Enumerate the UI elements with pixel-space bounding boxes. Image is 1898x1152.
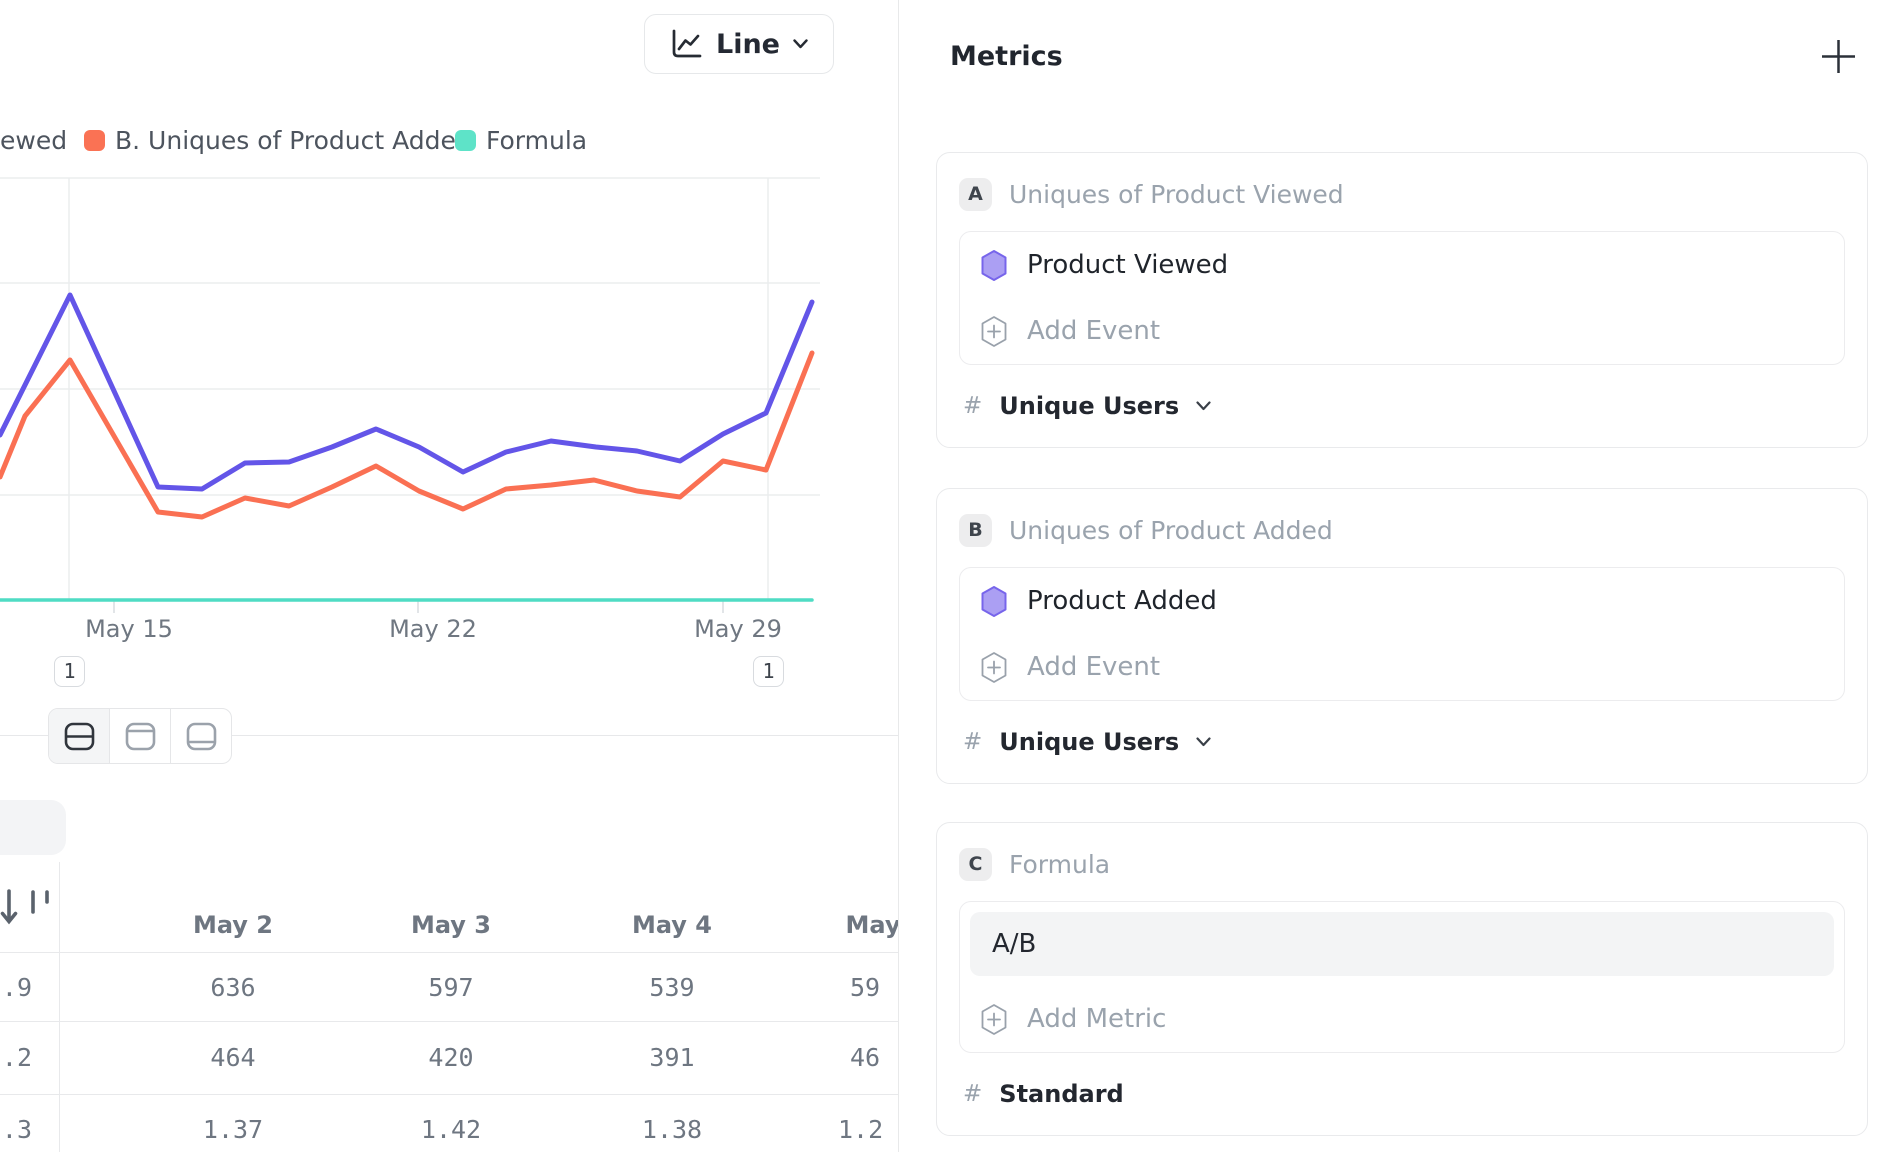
add-event-hexagon-plus-icon <box>981 651 1007 683</box>
plus-icon <box>1821 39 1855 73</box>
table-cell: 1.42 <box>420 1115 482 1144</box>
metric-title: Uniques of Product Viewed <box>1009 179 1344 209</box>
metric-card-header: C Formula <box>959 847 1845 881</box>
table-cell: 464 <box>210 1043 256 1072</box>
table-cell: 1.37 <box>202 1115 264 1144</box>
event-list: Product Viewed Add Event <box>959 231 1845 365</box>
table-cell: 1.2 <box>838 1115 884 1144</box>
table-border <box>0 1021 898 1022</box>
add-event-label: Add Event <box>1027 316 1161 346</box>
table-cell: 46 <box>850 1043 881 1072</box>
add-event-label: Add Event <box>1027 652 1161 682</box>
layout-toggle-bottom-panel-view[interactable] <box>170 709 231 763</box>
sort-descending-icon[interactable] <box>0 886 60 932</box>
chevron-down-icon <box>1196 737 1211 747</box>
table-border <box>0 952 898 953</box>
chevron-down-icon <box>1196 401 1211 411</box>
layout-toggle-group <box>48 708 232 764</box>
metric-card-a: A Uniques of Product Viewed Product View… <box>936 152 1868 448</box>
event-name: Product Viewed <box>1027 250 1229 280</box>
x-axis-tick-label: May 29 <box>694 615 782 643</box>
bottom-panel-view-icon <box>186 722 216 750</box>
measure-label: Unique Users <box>999 392 1180 420</box>
table-row-label: .3 <box>1 1115 32 1144</box>
top-panel-view-icon <box>125 722 155 750</box>
line-chart-icon <box>672 29 702 58</box>
legend-item-formula[interactable]: Formula <box>486 126 588 155</box>
legend-swatch-formula <box>455 130 476 151</box>
annotation-badge[interactable]: 1 <box>54 656 85 687</box>
add-metric-row[interactable]: Add Metric <box>960 986 1844 1052</box>
section-divider-left <box>0 735 48 736</box>
metric-title: Formula <box>1009 849 1111 879</box>
add-event-row[interactable]: Add Event <box>960 298 1844 364</box>
table-row-label: .9 <box>1 973 32 1002</box>
table-cell: 597 <box>428 973 474 1002</box>
chart-type-label: Line <box>716 28 780 60</box>
metrics-panel: Metrics A Uniques of Product Viewed Pro <box>898 0 1898 1152</box>
table-column-header[interactable]: May <box>845 911 899 939</box>
table-cell: 59 <box>850 973 881 1002</box>
event-row-product-added[interactable]: Product Added <box>960 568 1844 634</box>
table-cell: 636 <box>210 973 256 1002</box>
event-list: Product Added Add Event <box>959 567 1845 701</box>
table-cell: 391 <box>649 1043 695 1072</box>
measure-standard[interactable]: # Standard <box>959 1077 1845 1111</box>
line-chart[interactable] <box>0 160 898 720</box>
formula-box: A/B Add Metric <box>959 901 1845 1053</box>
layout-toggle-top-panel-view[interactable] <box>109 709 170 763</box>
add-metric-label: Add Metric <box>1027 1004 1167 1034</box>
metric-card-c: C Formula A/B Add Metric # Standard <box>936 822 1868 1136</box>
metric-badge: B <box>959 513 992 547</box>
chart-section: Line ewed B. Uniques of Product Added Fo… <box>0 0 898 1152</box>
metric-card-b: B Uniques of Product Added Product Added <box>936 488 1868 784</box>
table-column-header[interactable]: May 3 <box>410 911 492 939</box>
measure-dropdown[interactable]: # Unique Users <box>959 389 1845 423</box>
legend-item-b[interactable]: B. Uniques of Product Added <box>115 126 472 155</box>
x-axis-tick-label: May 15 <box>85 615 173 643</box>
table-cell: 1.38 <box>641 1115 703 1144</box>
metric-card-header: B Uniques of Product Added <box>959 513 1845 547</box>
add-metric-hexagon-plus-icon <box>981 1003 1007 1035</box>
legend-item-a-cut[interactable]: ewed <box>0 126 68 155</box>
measure-dropdown[interactable]: # Unique Users <box>959 725 1845 759</box>
event-name: Product Added <box>1027 586 1217 616</box>
formula-input[interactable]: A/B <box>970 912 1834 976</box>
add-event-hexagon-plus-icon <box>981 315 1007 347</box>
table-cell: 539 <box>649 973 695 1002</box>
metric-badge: A <box>959 177 992 211</box>
metric-title: Uniques of Product Added <box>1009 515 1333 545</box>
metrics-panel-header: Metrics <box>936 34 1868 78</box>
event-hexagon-icon <box>981 249 1007 281</box>
event-hexagon-icon <box>981 585 1007 617</box>
annotation-badge[interactable]: 1 <box>753 656 784 687</box>
metric-badge: C <box>959 847 992 881</box>
metric-card-header: A Uniques of Product Viewed <box>959 177 1845 211</box>
legend-swatch-b <box>84 130 105 151</box>
hash-icon: # <box>963 729 983 755</box>
table-border <box>0 1094 898 1095</box>
hash-icon: # <box>963 1081 983 1107</box>
x-axis-tick-label: May 22 <box>389 615 477 643</box>
table-column-header[interactable]: May 2 <box>192 911 274 939</box>
event-row-product-viewed[interactable]: Product Viewed <box>960 232 1844 298</box>
table-column-border <box>59 862 60 1152</box>
chart-type-dropdown[interactable]: Line <box>644 14 834 74</box>
metrics-title: Metrics <box>950 40 1063 72</box>
table-corner-chip[interactable] <box>0 800 66 855</box>
add-metric-button[interactable] <box>1820 38 1856 74</box>
hash-icon: # <box>963 393 983 419</box>
split-view-icon <box>64 722 94 750</box>
table-row-label: .2 <box>1 1043 32 1072</box>
section-divider-right <box>232 735 898 736</box>
table-column-header[interactable]: May 4 <box>631 911 713 939</box>
add-event-row[interactable]: Add Event <box>960 634 1844 700</box>
measure-label: Unique Users <box>999 728 1180 756</box>
layout-toggle-split-view[interactable] <box>49 709 109 763</box>
measure-label: Standard <box>999 1080 1124 1108</box>
chevron-down-icon <box>793 39 808 49</box>
table-cell: 420 <box>428 1043 474 1072</box>
